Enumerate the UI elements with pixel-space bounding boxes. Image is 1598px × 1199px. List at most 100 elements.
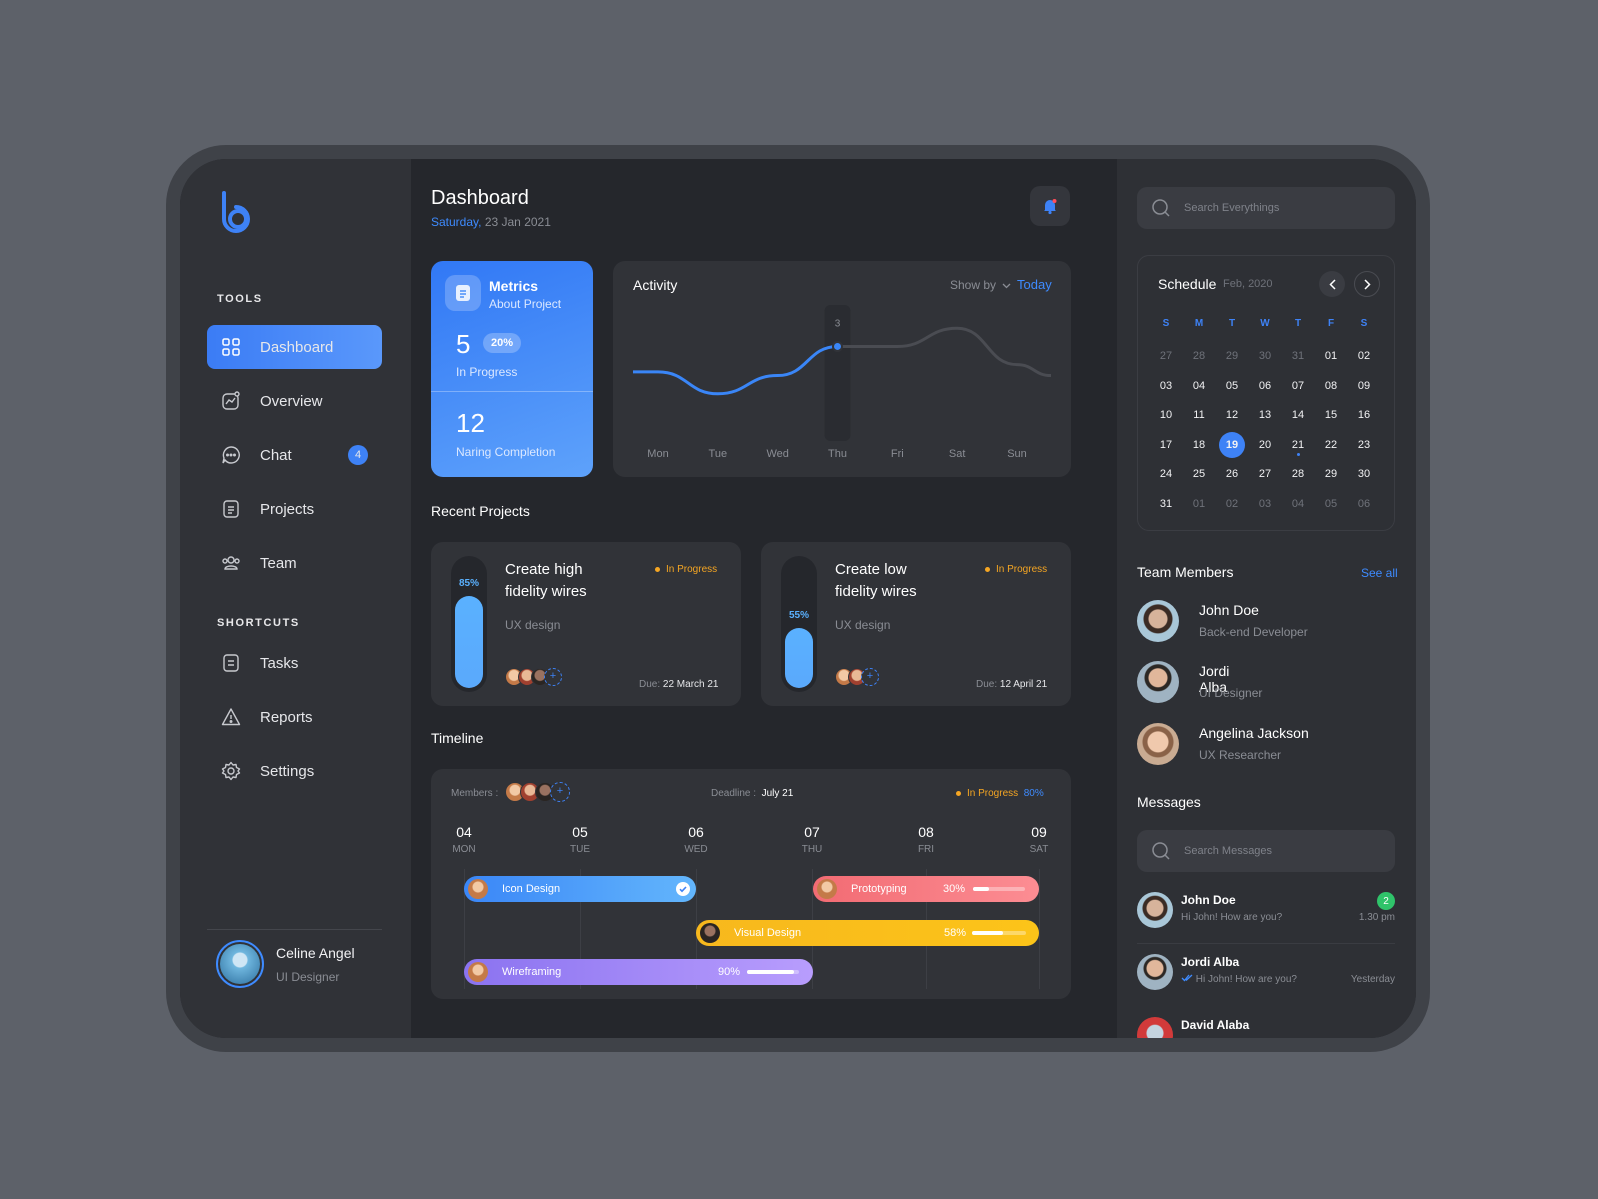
project-title-line2: fidelity wires bbox=[835, 583, 917, 600]
message-item[interactable]: Jordi Alba Hi John! How are you? Yesterd… bbox=[1137, 954, 1395, 1006]
calendar-day[interactable]: 19 bbox=[1219, 431, 1245, 458]
calendar-day[interactable]: 31 bbox=[1291, 350, 1305, 362]
calendar-day[interactable]: 30 bbox=[1357, 468, 1371, 480]
x-axis-tick-label: Fri bbox=[891, 448, 904, 460]
calendar-day[interactable]: 14 bbox=[1291, 409, 1305, 421]
sidebar-item-team[interactable]: Team bbox=[207, 541, 382, 585]
project-card[interactable]: 55% Create low fidelity wires In Progres… bbox=[761, 542, 1071, 706]
message-search-bar[interactable]: Search Messages bbox=[1137, 830, 1395, 872]
timeline-grid-line bbox=[1039, 869, 1040, 989]
next-month-button[interactable] bbox=[1354, 271, 1380, 297]
add-member-icon[interactable]: + bbox=[550, 782, 570, 802]
prev-month-button[interactable] bbox=[1319, 271, 1345, 297]
calendar-day[interactable]: 03 bbox=[1258, 497, 1272, 510]
tasks-icon bbox=[223, 654, 239, 672]
calendar-day[interactable]: 09 bbox=[1357, 379, 1371, 392]
message-item[interactable]: David Alaba bbox=[1137, 1017, 1395, 1038]
calendar-day[interactable]: 02 bbox=[1225, 497, 1239, 510]
calendar-day[interactable]: 29 bbox=[1225, 350, 1239, 362]
calendar-day[interactable]: 22 bbox=[1324, 438, 1338, 451]
message-search-input[interactable]: Search Messages bbox=[1184, 845, 1273, 857]
add-member-icon[interactable]: + bbox=[544, 668, 562, 686]
calendar-day[interactable]: 13 bbox=[1258, 409, 1272, 421]
user-avatar[interactable] bbox=[216, 940, 264, 988]
sidebar-item-dashboard[interactable]: Dashboard bbox=[207, 325, 382, 369]
calendar-day[interactable]: 01 bbox=[1192, 497, 1206, 510]
avatar[interactable] bbox=[1137, 661, 1179, 703]
calendar-day[interactable]: 03 bbox=[1159, 379, 1173, 392]
search-bar[interactable]: Search Everythings bbox=[1137, 187, 1395, 229]
sidebar-item-chat[interactable]: Chat 4 bbox=[207, 433, 382, 477]
chart-icon bbox=[222, 391, 240, 410]
timeline-day-number: 07 bbox=[804, 824, 820, 840]
project-members[interactable]: + bbox=[835, 668, 879, 686]
calendar-day[interactable]: 20 bbox=[1258, 438, 1272, 451]
message-item[interactable]: John Doe Hi John! How are you? 2 1.30 pm bbox=[1137, 892, 1395, 944]
calendar-day[interactable]: 27 bbox=[1159, 350, 1173, 362]
completion-value: 12 bbox=[456, 408, 485, 438]
calendar-day[interactable]: 17 bbox=[1159, 438, 1173, 451]
calendar-day[interactable]: 28 bbox=[1291, 468, 1305, 480]
sidebar-item-tasks[interactable]: Tasks bbox=[207, 641, 382, 685]
calendar-day[interactable]: 10 bbox=[1159, 409, 1173, 421]
weekday-label: S bbox=[1162, 318, 1170, 329]
timeline-task-prototyping[interactable]: Prototyping 30% bbox=[813, 876, 1039, 902]
calendar-day[interactable]: 18 bbox=[1192, 438, 1206, 451]
timeline-grid-line bbox=[464, 869, 465, 989]
calendar-day[interactable]: 11 bbox=[1193, 409, 1205, 421]
show-by-dropdown[interactable]: Show by bbox=[950, 278, 1011, 292]
calendar-day[interactable]: 05 bbox=[1324, 497, 1338, 510]
calendar-day[interactable]: 21 bbox=[1291, 438, 1305, 451]
calendar-day[interactable]: 04 bbox=[1192, 379, 1206, 392]
sidebar-item-label: Overview bbox=[260, 392, 323, 410]
timeline-title: Timeline bbox=[431, 730, 484, 746]
sidebar: TOOLS Dashboard Overview Chat 4 Projects… bbox=[180, 159, 411, 1038]
calendar-day[interactable]: 28 bbox=[1192, 350, 1206, 362]
calendar-day[interactable]: 15 bbox=[1324, 409, 1338, 421]
member-name: Jordi Alba bbox=[1199, 663, 1229, 695]
calendar-day[interactable]: 31 bbox=[1159, 497, 1173, 510]
calendar-day[interactable]: 30 bbox=[1258, 350, 1272, 362]
document-icon bbox=[456, 285, 470, 301]
period-today-link[interactable]: Today bbox=[1017, 277, 1052, 292]
timeline-task-visual-design[interactable]: Visual Design 58% bbox=[696, 920, 1039, 946]
calendar-day[interactable]: 06 bbox=[1357, 497, 1371, 510]
timeline-day-number: 08 bbox=[918, 824, 934, 840]
calendar-day[interactable]: 16 bbox=[1357, 409, 1371, 421]
notification-button[interactable] bbox=[1030, 186, 1070, 226]
calendar-day[interactable]: 24 bbox=[1159, 468, 1173, 480]
avatar[interactable] bbox=[1137, 600, 1179, 642]
calendar-day[interactable]: 08 bbox=[1324, 379, 1338, 392]
sidebar-item-projects[interactable]: Projects bbox=[207, 487, 382, 531]
calendar-day[interactable]: 06 bbox=[1258, 379, 1272, 392]
calendar-day[interactable]: 02 bbox=[1357, 350, 1371, 362]
sidebar-item-reports[interactable]: Reports bbox=[207, 695, 382, 739]
timeline-members[interactable]: + bbox=[505, 782, 570, 802]
timeline-task-icon-design[interactable]: Icon Design bbox=[464, 876, 696, 902]
calendar-day[interactable]: 27 bbox=[1258, 468, 1272, 480]
timeline-task-wireframing[interactable]: Wireframing 90% bbox=[464, 959, 813, 985]
calendar-day[interactable]: 12 bbox=[1225, 409, 1239, 421]
metrics-card[interactable]: Metrics About Project 5 20% In Progress … bbox=[431, 261, 593, 477]
task-pct: 30% bbox=[943, 883, 966, 895]
add-member-icon[interactable]: + bbox=[861, 668, 879, 686]
calendar-day[interactable]: 23 bbox=[1357, 438, 1371, 451]
member-name-line2: Alba bbox=[1199, 679, 1228, 695]
calendar-day[interactable]: 26 bbox=[1225, 468, 1239, 480]
calendar-day[interactable]: 05 bbox=[1225, 379, 1239, 392]
see-all-link[interactable]: See all bbox=[1361, 566, 1398, 580]
search-input[interactable]: Search Everythings bbox=[1184, 202, 1280, 214]
calendar-day[interactable]: 01 bbox=[1324, 350, 1338, 362]
avatar[interactable] bbox=[1137, 723, 1179, 765]
status-badge: In Progress bbox=[985, 564, 1047, 575]
highlight-point[interactable] bbox=[832, 340, 843, 352]
calendar-day[interactable]: 25 bbox=[1192, 468, 1206, 480]
calendar-day[interactable]: 04 bbox=[1291, 497, 1305, 510]
calendar-day[interactable]: 29 bbox=[1324, 468, 1338, 480]
app-screen: TOOLS Dashboard Overview Chat 4 Projects… bbox=[180, 159, 1416, 1038]
sidebar-item-overview[interactable]: Overview bbox=[207, 379, 382, 423]
project-card[interactable]: 85% Create high fidelity wires In Progre… bbox=[431, 542, 741, 706]
project-members[interactable]: + bbox=[505, 668, 562, 686]
calendar-day[interactable]: 07 bbox=[1291, 379, 1305, 392]
sidebar-item-settings[interactable]: Settings bbox=[207, 749, 382, 793]
